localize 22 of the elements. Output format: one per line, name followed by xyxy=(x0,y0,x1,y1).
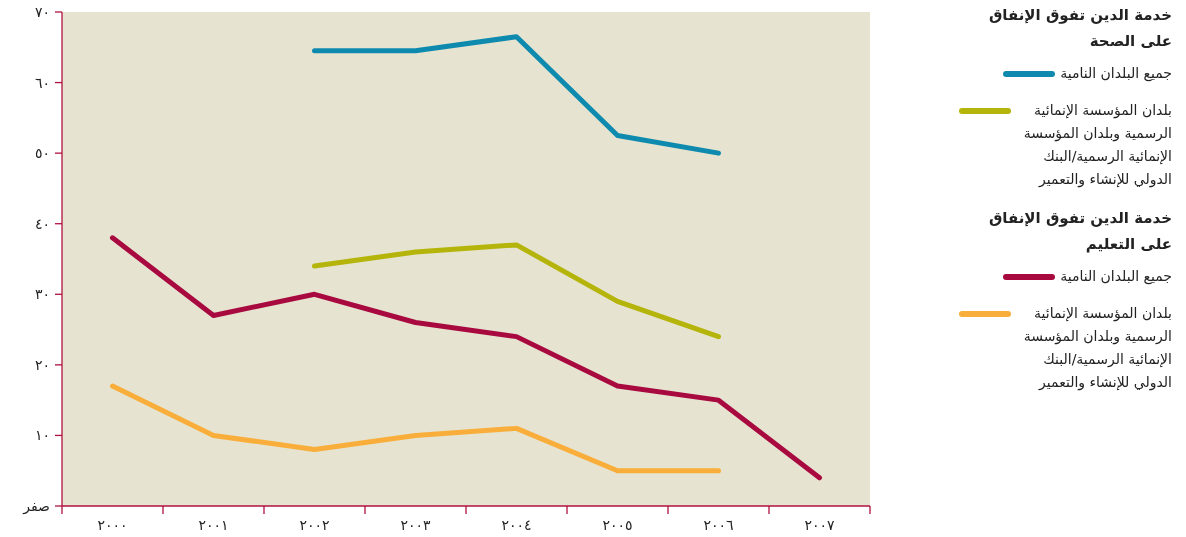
x-tick-label: ٢٠٠٤ xyxy=(501,517,532,533)
y-tick-label: ٣٠ xyxy=(34,286,50,303)
y-tick-label: ٢٠ xyxy=(34,356,50,373)
y-tick-label: ٦٠ xyxy=(34,74,50,91)
legend-label: جميع البلدان النامية xyxy=(1060,267,1172,287)
text: خدمة الدين تفوق الإنفاق على الصحة xyxy=(987,5,1172,52)
y-tick-label: ٧٠ xyxy=(34,4,50,20)
y-tick-label: ١٠ xyxy=(34,427,50,444)
x-tick-label: ٢٠٠٣ xyxy=(400,517,432,533)
legend-label: جميع البلدان النامية xyxy=(1060,64,1172,84)
legend-label: بلدان المؤسسة الإنمائية الرسمية وبلدان المؤسسة الإنمائية الرسمية/البنك الدولي للإنشاء والتعمير xyxy=(1022,101,1172,190)
x-tick-label: ٢٠٠٦ xyxy=(703,517,734,533)
y-tick-label: ٥٠ xyxy=(34,145,50,162)
x-tick-label: ٢٠٠١ xyxy=(198,517,229,533)
x-tick-label: ٢٠٠٢ xyxy=(299,517,330,533)
y-tick-label: صفر xyxy=(22,498,50,515)
legend-label: بلدان المؤسسة الإنمائية الرسمية وبلدان المؤسسة الإنمائية الرسمية/البنك الدولي للإنشاء والتعمير xyxy=(1022,304,1172,393)
x-tick-label: ٢٠٠٥ xyxy=(602,517,633,533)
y-tick-label: ٤٠ xyxy=(34,215,50,232)
x-tick-label: ٢٠٠٧ xyxy=(804,517,836,533)
text: خدمة الدين تفوق الإنفاق على التعليم xyxy=(987,208,1172,255)
x-tick-label: ٢٠٠٠ xyxy=(97,517,128,533)
